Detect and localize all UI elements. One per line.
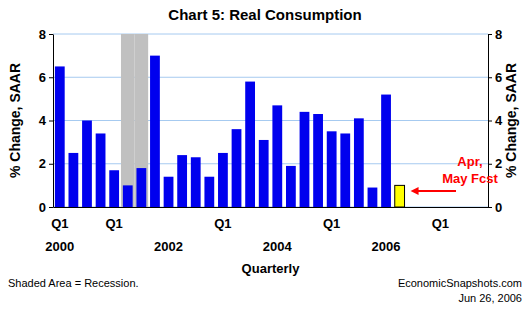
arrow-head (411, 187, 419, 195)
tick: 6 (39, 70, 53, 85)
grid (53, 34, 488, 207)
bar (354, 118, 364, 207)
tick: 4 (39, 113, 53, 128)
y2-axis-title: % Change, SAAR (503, 63, 519, 178)
y2-axis: 0 2 4 6 8 (488, 27, 503, 215)
tick-label: 6 (39, 70, 46, 85)
tick-label: 0 (495, 200, 502, 215)
tick-label: 4 (495, 113, 503, 128)
bar (232, 129, 242, 207)
tick-mark (49, 77, 53, 78)
tick-label: 2004 (263, 239, 293, 254)
tick-label: Q1 (432, 216, 449, 231)
bar (204, 177, 214, 207)
tick: Q1 (51, 216, 68, 231)
recession-shade (121, 34, 135, 207)
tick-mark (488, 77, 492, 78)
tick-label: Q1 (106, 216, 123, 231)
bar (191, 157, 201, 207)
tick-label: 8 (495, 27, 502, 42)
tick-label: 6 (495, 70, 502, 85)
title: Chart 5: Real Consumption (168, 6, 361, 23)
bar (286, 166, 296, 207)
tick: Q1 (432, 216, 449, 231)
bar (150, 56, 160, 207)
tick-label: Q1 (214, 216, 231, 231)
x-sublabels: 2000 2002 2004 2006 (45, 239, 400, 254)
tick-mark (488, 34, 492, 35)
bar (340, 133, 350, 207)
tick-mark (49, 121, 53, 122)
bar (245, 82, 255, 207)
tick: 8 (39, 27, 53, 42)
tick-mark (488, 164, 492, 165)
bar (381, 95, 391, 207)
tick: 4 (488, 113, 503, 128)
bar (68, 153, 78, 207)
bar (164, 177, 174, 207)
bar (327, 131, 337, 207)
bar (395, 185, 405, 207)
tick-label: 2002 (154, 239, 183, 254)
bar (313, 114, 323, 207)
x-axis-title: Quarterly (242, 261, 301, 276)
annotation: EconomicSnapshots.com (398, 277, 522, 289)
tick-label: 2 (39, 156, 46, 171)
bar (123, 185, 133, 207)
tick-label: 4 (39, 113, 47, 128)
tick-mark (488, 121, 492, 122)
tick: Q1 (323, 216, 340, 231)
bar (96, 133, 106, 207)
tick: 0 (39, 200, 53, 215)
tick-mark (488, 207, 492, 208)
bar (300, 112, 310, 207)
tick-label: Q1 (51, 216, 68, 231)
annotation: Shaded Area = Recession. (8, 277, 139, 289)
tick: 6 (488, 70, 502, 85)
tick-mark (49, 164, 53, 165)
tick-label: Q1 (323, 216, 340, 231)
bar (218, 153, 228, 207)
tick-label: 2000 (45, 239, 74, 254)
tick-label: 0 (39, 200, 46, 215)
grid-line (53, 163, 488, 164)
y-axis: 0 2 4 6 8 (39, 27, 54, 215)
plot-area (55, 34, 405, 207)
tick: Q1 (106, 216, 123, 231)
tick: 8 (488, 27, 502, 42)
bar (82, 121, 92, 208)
chart: Chart 5: Real Consumption0246802468Q1Q1Q… (0, 0, 530, 315)
bar (259, 140, 269, 207)
bar (177, 155, 187, 207)
grid-line (53, 77, 488, 78)
axis-line (53, 35, 54, 208)
recession-shade (135, 34, 149, 207)
annotation: May Fcst (442, 171, 498, 186)
arrow (417, 190, 456, 192)
grid-line (53, 34, 488, 35)
annotation: Apr, (457, 154, 482, 169)
tick: 2 (39, 156, 53, 171)
tick-label: 8 (39, 27, 46, 42)
tick-mark (49, 207, 53, 208)
bar (136, 168, 146, 207)
bar (109, 170, 119, 207)
tick-mark (49, 34, 53, 35)
tick: Q1 (214, 216, 231, 231)
tick: 2 (488, 156, 502, 171)
y-axis-title: % Change, SAAR (7, 63, 23, 178)
grid-line (53, 120, 488, 121)
bar (272, 105, 282, 207)
tick: 0 (488, 200, 502, 215)
tick-label: 2006 (372, 239, 401, 254)
annotation: Jun 26, 2006 (458, 292, 522, 304)
bar (368, 188, 378, 207)
tick-label: 2 (495, 156, 502, 171)
bar (55, 66, 65, 207)
x-axis: Q1 Q1 Q1 Q1 Q1 (51, 208, 488, 232)
axis-line (54, 207, 489, 208)
